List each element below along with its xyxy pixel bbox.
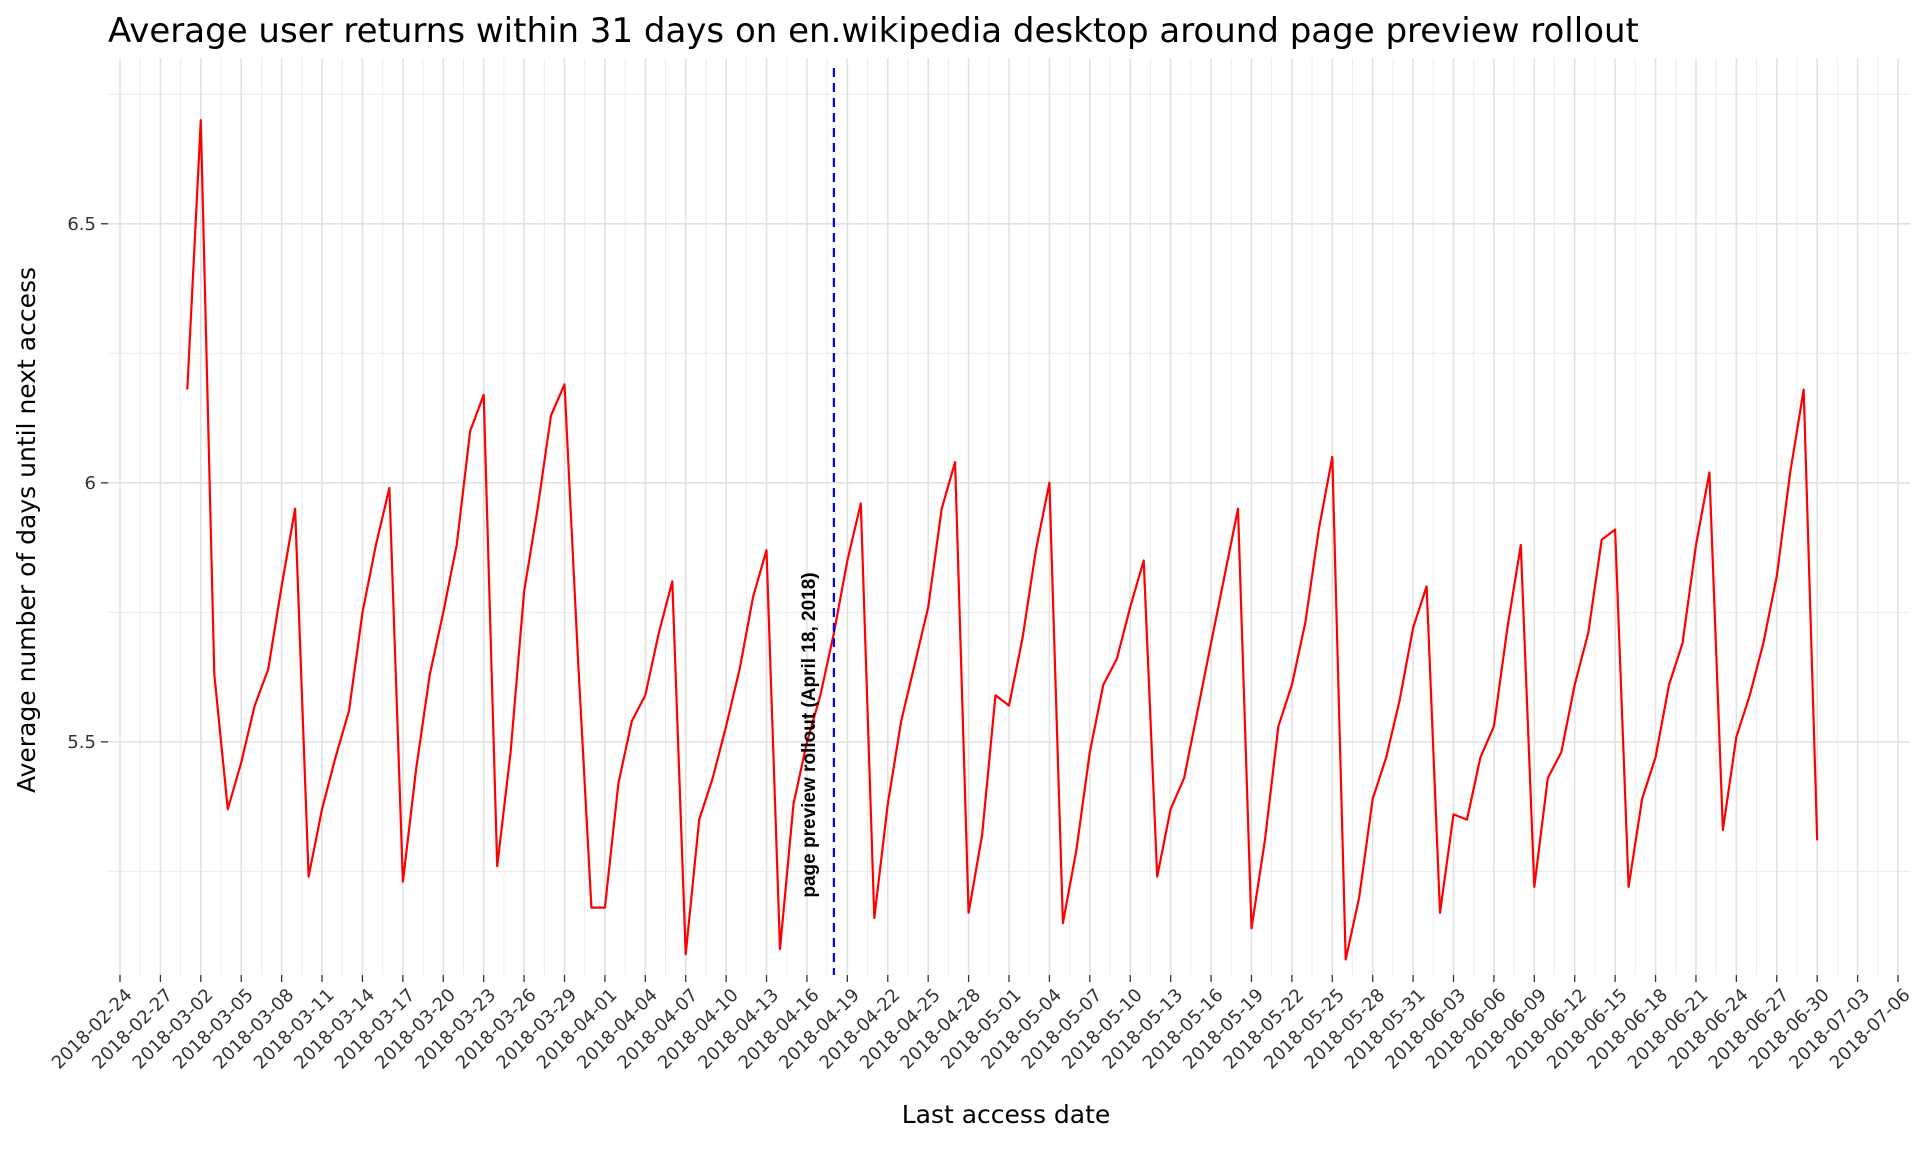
annotation-layer: page preview rollout (April 18, 2018) xyxy=(799,68,835,975)
x-axis-title: Last access date xyxy=(902,1100,1111,1129)
chart-title: Average user returns within 31 days on e… xyxy=(108,11,1639,51)
series-layer xyxy=(186,119,1819,961)
rollout-label: page preview rollout (April 18, 2018) xyxy=(799,572,820,897)
y-tick-label: 6 xyxy=(85,473,96,494)
series-line xyxy=(186,119,1819,961)
y-tick-label: 6.5 xyxy=(67,214,96,235)
grid xyxy=(108,58,1910,975)
y-axis-title: Average number of days until next access xyxy=(12,267,41,793)
y-tick-label: 5.5 xyxy=(67,732,96,753)
